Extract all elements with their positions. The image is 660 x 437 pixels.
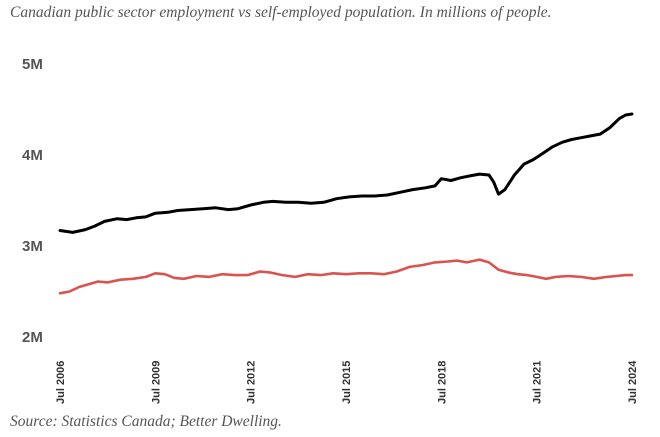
x-tick-label: Jul 2021 — [532, 361, 544, 404]
x-tick-label: Jul 2015 — [341, 361, 353, 404]
y-tick-label: 5M — [22, 56, 43, 73]
source-note: Source: Statistics Canada; Better Dwelli… — [10, 413, 282, 430]
series-line-self-employed — [58, 258, 634, 295]
x-tick-label: Jul 2024 — [627, 360, 639, 404]
y-tick-label: 3M — [22, 238, 43, 255]
series-line-public-sector — [58, 112, 634, 234]
x-tick-label: Jul 2012 — [246, 361, 258, 404]
x-tick-label: Jul 2018 — [436, 361, 448, 404]
y-tick-label: 4M — [22, 147, 43, 164]
x-tick-label: Jul 2009 — [150, 361, 162, 404]
chart-title: Canadian public sector employment vs sel… — [10, 4, 552, 21]
y-tick-label: 2M — [22, 329, 43, 346]
x-tick-label: Jul 2006 — [55, 361, 67, 404]
